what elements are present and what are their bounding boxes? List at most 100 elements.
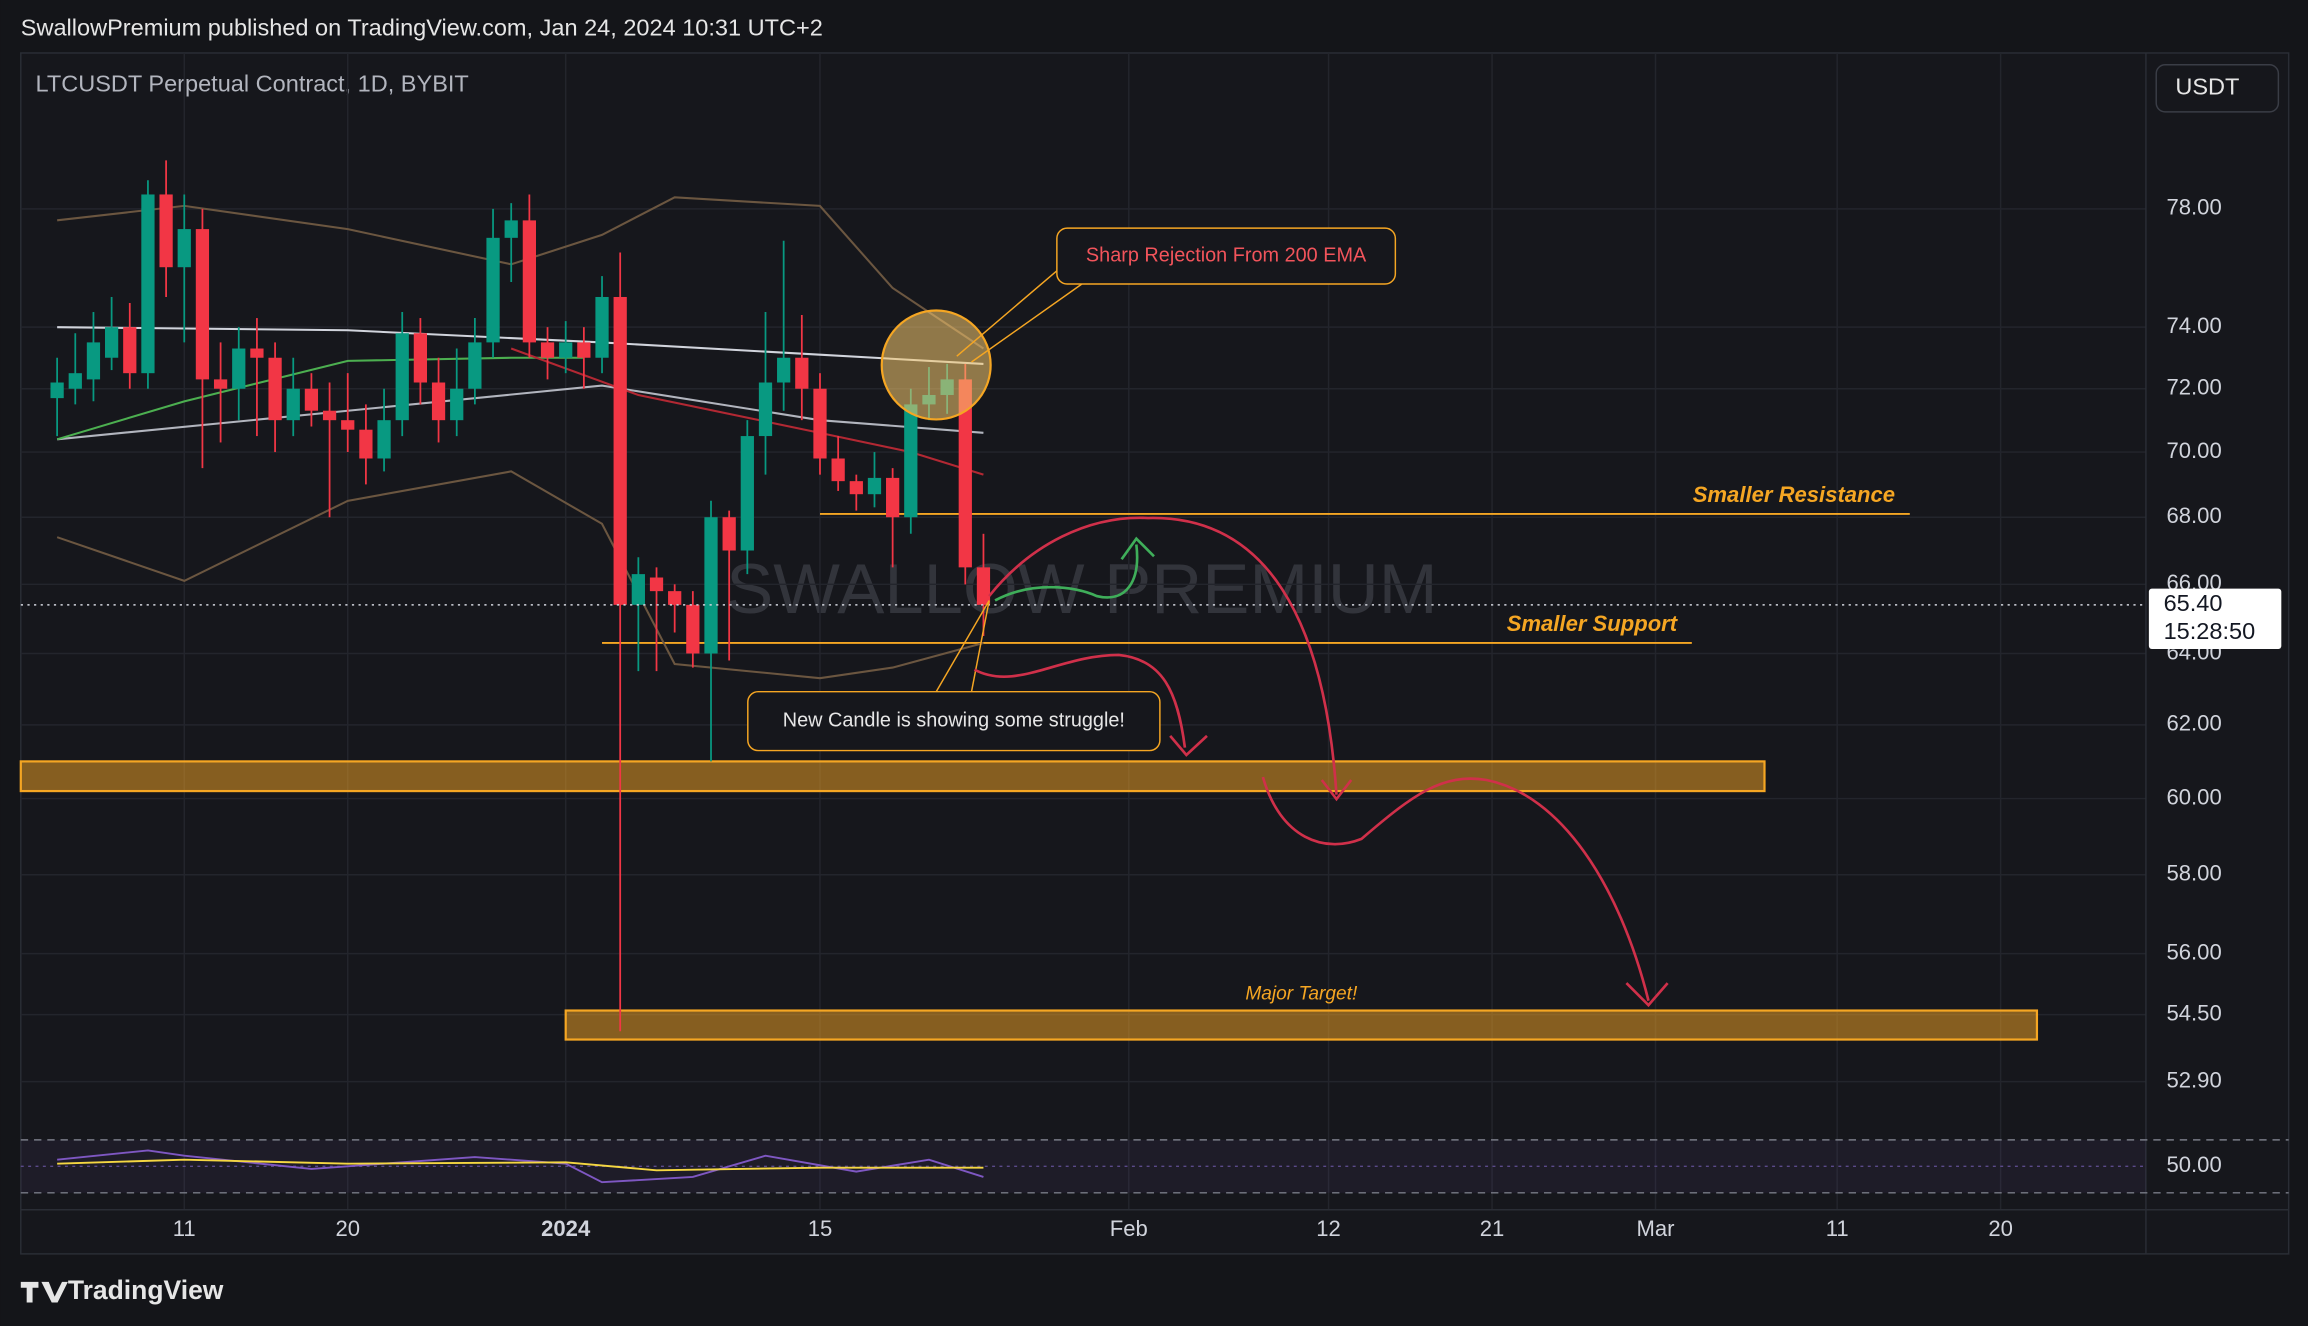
candle-body [540,342,555,358]
x-tick-label: 15 [808,1216,833,1241]
price-tag-box [2148,588,2282,649]
candle-body [886,477,900,518]
candle-body [213,379,228,389]
candle-body [468,342,482,389]
candle-body [559,342,573,358]
candle-body [268,357,282,421]
callout-connector [956,270,1083,363]
chart-title: LTCUSDT Perpetual Contract, 1D, BYBIT [36,71,469,97]
candle-body [50,382,64,399]
footer-logo: TradingView [68,1275,224,1305]
candle-body [413,333,428,383]
x-tick-label: 20 [1988,1216,2013,1241]
candle-body [195,229,210,380]
last-price-label: 65.40 [2164,590,2223,616]
indicator-line [56,470,984,680]
candle-body [740,436,754,551]
candle-body [123,327,137,374]
candle-body [286,388,300,421]
candle-body [486,237,500,343]
candle-body [758,382,773,437]
currency[interactable]: USDT [2175,74,2239,100]
x-tick-label: 11 [173,1216,196,1241]
candle-body [777,357,791,383]
annotation: Sharp Rejection From 200 EMA [1086,244,1367,266]
candle-body [813,388,827,459]
currency-button[interactable] [2155,64,2280,113]
candle-body [958,379,972,568]
candle-body [395,333,409,421]
arrow [988,516,1353,802]
y-tick-label: 74.00 [2167,313,2222,338]
y-tick-label: 62.00 [2167,711,2222,736]
green-arrow [994,536,1155,602]
level-label: Smaller Resistance [1693,482,1895,507]
callout-box [1056,227,1397,285]
x-tick-label: 21 [1480,1216,1505,1241]
indicator-line [57,384,984,441]
countdown: 15:28:50 [2164,618,2256,644]
candle-body [86,342,101,380]
target-zone [564,1009,2039,1041]
annotation: New Candle is showing some struggle! [783,709,1125,731]
candle-body [613,296,627,605]
arrow [1261,776,1669,1008]
candle-body [704,517,718,654]
candle-body [341,420,355,430]
arrow [973,653,1208,757]
plot: 11 20 2024 15 Feb 12 21 Mar 11 20 78.00 74.00 72.00 7… [19,52,2289,1254]
candle-body [668,591,682,605]
candle-body [141,194,155,374]
candle-body [250,348,264,358]
candle-body [577,342,591,358]
callout-box [747,690,1161,752]
y-tick-label: 78.00 [2167,195,2222,220]
rsi-line [57,1158,984,1172]
y-tick-label: 68.00 [2167,503,2222,528]
candle-body [722,517,736,551]
y-tick-label: 54.50 [2167,1000,2222,1025]
candle-body [177,229,191,268]
candle-body [450,388,464,421]
x-tick-label: 20 [335,1216,360,1241]
candle-body [359,429,373,459]
x-tick-label: Feb [1110,1216,1148,1241]
projection-arrows [973,516,1669,1008]
target-zone [19,760,1766,793]
x-tick-label: 12 [1316,1216,1341,1241]
candle-body [831,458,845,482]
candle-body [232,348,246,389]
callout-connector [935,600,990,693]
level-label: Smaller Support [1507,611,1679,636]
rsi-line [57,1149,984,1184]
candle-body [867,477,882,495]
candle-body [377,420,391,459]
zone-label: Major Target! [1245,983,1358,1004]
candle-body [431,382,446,421]
x-tick-label: Mar [1637,1216,1675,1241]
candle-body [104,327,119,358]
y-tick-label: 70.00 [2167,438,2222,463]
candle-body [649,577,664,592]
highlight-circle [880,309,992,421]
header: SwallowPremium published on TradingView.… [21,15,823,41]
candle-body [504,220,518,238]
y-tick-label: 60.00 [2167,784,2222,809]
indicator-line [57,196,985,350]
y-tick-label: 56.00 [2167,939,2222,964]
y-tick-label: 72.00 [2167,375,2222,400]
candle-body [631,574,645,605]
y-tick-label: 58.00 [2167,861,2222,886]
candle-body [686,604,700,654]
candle-body [595,296,609,358]
x-tick-label: 11 [1826,1216,1849,1241]
candle-body [68,373,82,389]
candle-body [522,220,536,343]
x-tick-label: 2024 [541,1216,591,1241]
candle-body [795,357,809,389]
candle-body [904,404,918,518]
candle-body [304,388,319,411]
